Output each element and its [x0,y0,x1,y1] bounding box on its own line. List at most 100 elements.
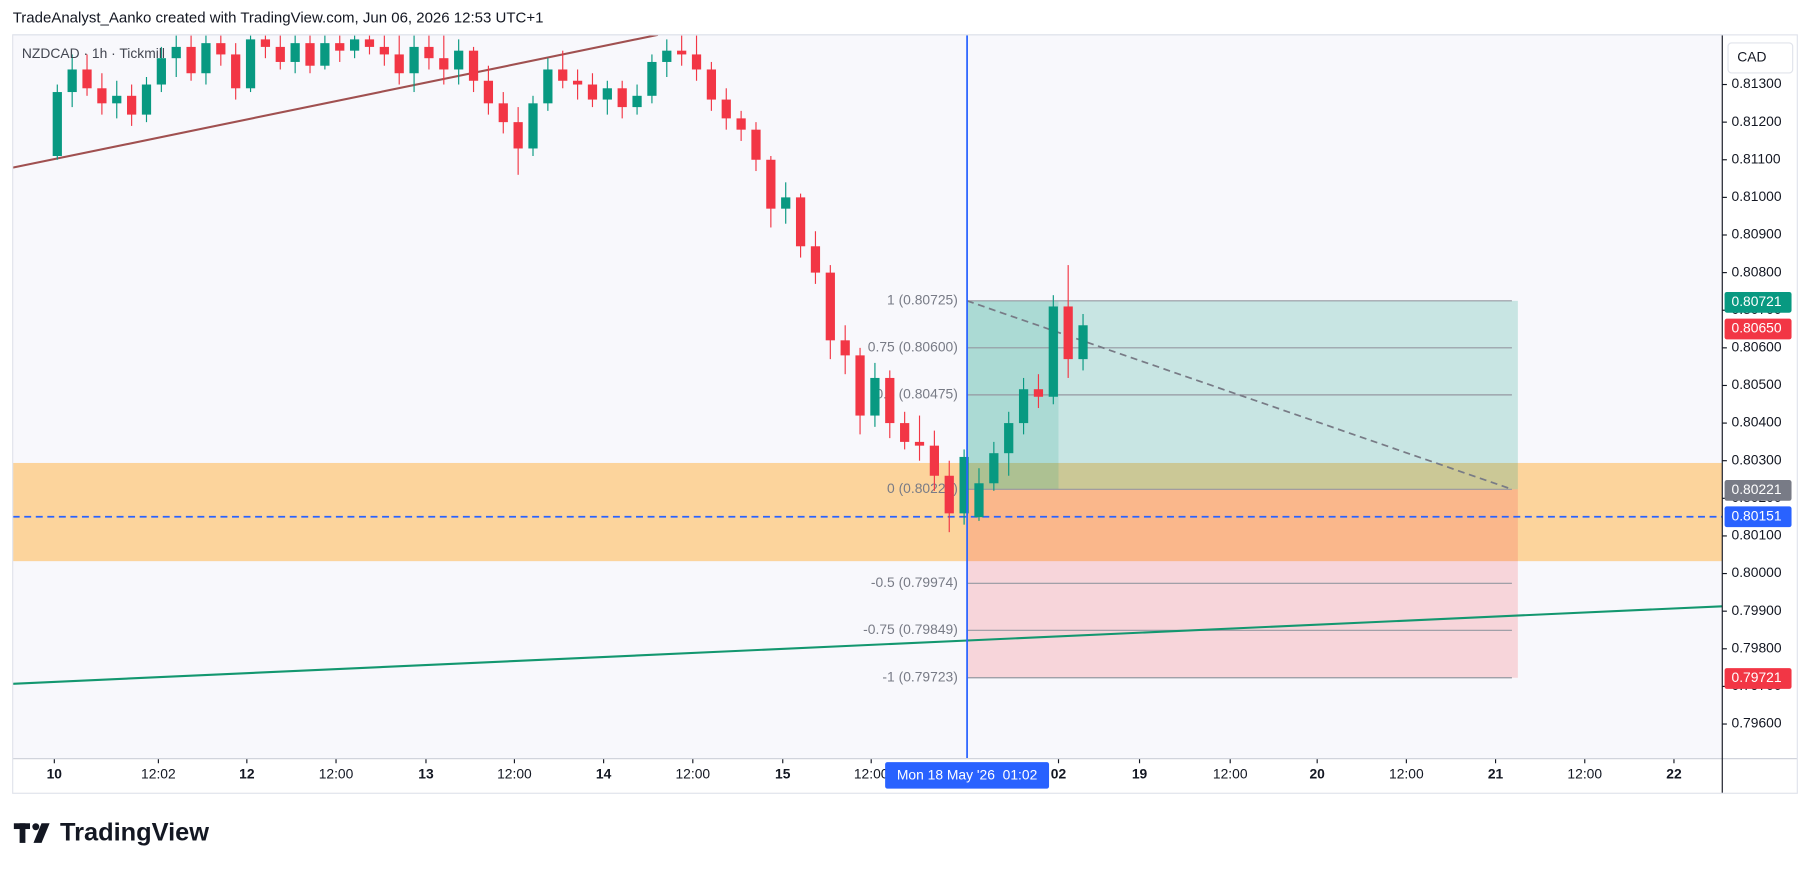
candle-body [201,43,211,74]
x-tick-label: 12:00 [1389,765,1424,781]
currency-box[interactable] [1727,42,1794,74]
fib-label: 0 (0.80224) [887,480,958,496]
y-tick-label: 0.80300 [1732,451,1782,467]
candle-body [349,39,360,51]
y-tick-label: 0.81300 [1732,75,1782,91]
fib-label: -1 (0.79723) [882,668,957,684]
candle-body [141,84,152,115]
candle-body [721,99,731,119]
candle-body [1078,325,1088,360]
y-tick-label: 0.79800 [1732,639,1782,655]
candle-body [900,423,910,442]
candle-body [974,483,984,518]
y-tick-label: 0.79600 [1732,715,1782,731]
candle-body [870,377,880,416]
crosshair-tag [885,762,1050,789]
price-tag [1724,506,1792,528]
candle-body [677,50,687,55]
price-tag-label: 0.80721 [1732,293,1782,309]
candle-body [662,50,672,62]
candle-body [1004,423,1014,454]
x-tick-label: 10 [47,765,63,781]
candle-body [1033,389,1044,397]
candle-body [82,69,92,89]
x-tick-label: 15 [775,765,791,781]
candle-body [305,43,315,66]
price-tag-label: 0.80650 [1732,320,1782,336]
candle-body [483,80,494,104]
x-tick-label: 21 [1488,765,1504,781]
candle-body [914,441,925,446]
candle-body [67,69,77,93]
candle-body [290,43,300,62]
candle-body [454,50,464,70]
candle-body [602,88,612,100]
logo-text: TradingView [60,818,209,846]
candle-body [320,43,330,66]
candle-body [528,103,538,149]
y-tick-label: 0.80800 [1732,263,1782,279]
x-tick-label: 12:00 [497,765,532,781]
candle-body [587,84,598,100]
fib-label: 0.5 (0.80475) [875,386,957,402]
candle-body [781,197,791,209]
candle-body [691,54,702,70]
candle-body [112,95,122,104]
x-tick-label: 19 [1132,765,1148,781]
candle-body [840,340,850,356]
x-tick-label: 12:00 [1213,765,1248,781]
x-tick-label: 14 [596,765,612,781]
fib-label: 1 (0.80725) [887,291,958,307]
candle-body [706,69,717,100]
candle-body [439,58,449,70]
y-tick-label: 0.81000 [1732,188,1782,204]
frame [12,34,1798,794]
candle-body [825,272,835,341]
logo-mark [13,823,50,843]
candle-body [959,456,969,514]
trendline [12,33,659,169]
candle-body [171,46,181,59]
candle-body [245,39,256,89]
candle-body [260,39,271,47]
plot-area [12,34,1723,759]
y-tick-label: 0.80500 [1732,376,1782,392]
trendline [12,605,1723,685]
price-tag [1724,291,1792,313]
candle-body [364,39,375,47]
symbol: NZDCAD · 1h · Tickmill [22,45,165,61]
candle-body [944,475,954,514]
price-tag [1724,318,1792,340]
candle-body [929,445,939,476]
candle-body [216,43,226,55]
zone [12,462,1723,562]
candle-body [810,246,821,273]
x-tick-label: 12:00 [1567,765,1602,781]
x-tick-label: 12 [239,765,255,781]
candle-body [1018,389,1029,424]
x-tick-label: 22 [1666,765,1682,781]
candle-body [498,103,508,123]
candle-body [558,69,568,81]
candle-body [52,92,62,156]
candle-body [855,355,865,416]
candle-body [231,54,241,89]
x-tick-label: 12:00 [854,765,889,781]
candle-body [989,453,999,484]
chart-layer: 1 (0.80725) 0.75 (0.80600) 0.5 (0.80475) 0 … [12,33,1792,789]
candle-body [885,377,895,424]
candle-body [186,46,196,74]
price-tag [1724,668,1792,689]
candle-body [424,46,434,59]
x-tick-label: 02 [1051,765,1067,781]
y-tick-label: 0.80000 [1732,564,1782,580]
candle-body [379,46,389,55]
candle-body [766,159,776,209]
candle-body [156,58,166,85]
candle-body [736,118,746,130]
candle-body [632,95,642,108]
price-tag-label: 0.80221 [1732,481,1782,497]
fib-label: 0.75 (0.80600) [868,339,958,355]
